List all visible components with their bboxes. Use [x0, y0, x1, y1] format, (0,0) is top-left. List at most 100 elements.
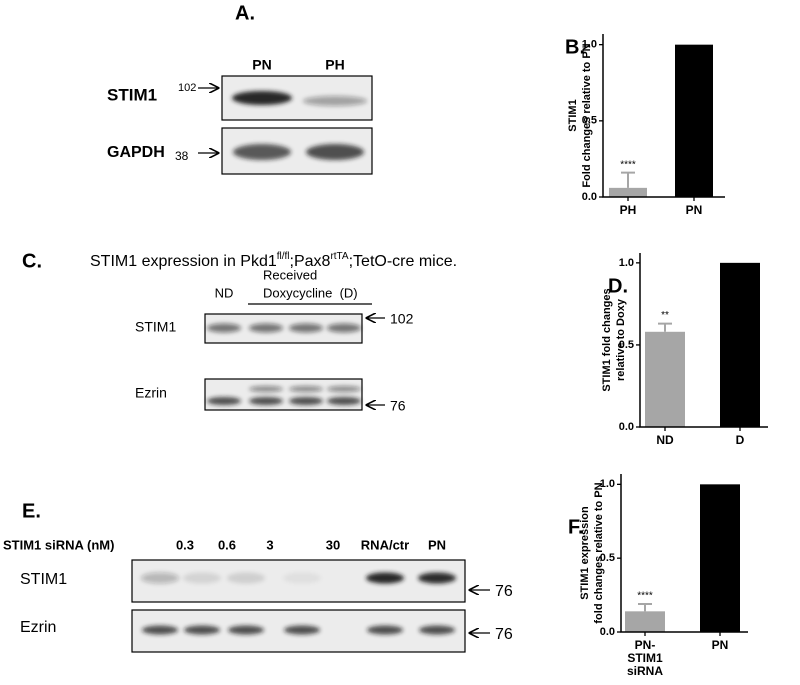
row-label: STIM1: [135, 319, 176, 335]
annotation: ****: [620, 159, 636, 170]
y-tick-label: 0.0: [582, 191, 597, 203]
lane-label: 0.6: [218, 537, 236, 552]
lane-label: Doxycycline (D): [263, 285, 358, 300]
panel-label: E.: [22, 500, 41, 522]
blot-band: [184, 625, 220, 635]
lane-label: PH: [325, 57, 344, 73]
blot-band: [207, 323, 241, 333]
y-axis-label: fold changes relative to PN: [593, 482, 605, 623]
x-tick-label: PN-STIM1 siRNA: [627, 638, 663, 678]
y-tick-label: 0.5: [582, 115, 597, 127]
y-axis-label: relative to Doxy: [615, 298, 627, 381]
blot-band: [327, 386, 361, 392]
lane-labels: 0.3 0.6 3 30 RNA/ctr PN: [176, 537, 446, 552]
title-part: STIM1 expression in Pkd1: [90, 253, 277, 270]
title-part: rtTA: [330, 251, 348, 262]
blot-band: [284, 625, 320, 635]
blot-band: [419, 625, 455, 635]
blot-band: [418, 572, 456, 584]
title-part: ;Pax8: [290, 253, 331, 270]
lane-label: 0.3: [176, 537, 194, 552]
blot-band: [249, 386, 283, 392]
bar: [625, 611, 665, 632]
blot-band: [289, 323, 323, 333]
blot-band: [327, 323, 361, 333]
panel-label: B.: [565, 36, 585, 58]
blot-band: [249, 323, 283, 333]
blot-band: [283, 572, 321, 584]
bar: [609, 187, 647, 197]
x-tick-label: ND: [656, 433, 674, 447]
y-tick-label: 0.5: [619, 339, 634, 351]
bar: [675, 44, 713, 198]
row-label: STIM1: [107, 85, 157, 104]
title-part: fl/fl: [277, 251, 290, 262]
blot-band: [366, 572, 404, 584]
blot-band: [303, 96, 367, 106]
marker-label: 76: [390, 398, 406, 414]
blot-band: [228, 625, 264, 635]
marker-label: 102: [178, 82, 196, 94]
row-label: Ezrin: [20, 619, 56, 636]
y-axis-label: STIM1: [567, 99, 579, 131]
x-tick-label: PN: [686, 203, 703, 217]
blot-band: [233, 144, 291, 160]
panel-title: STIM1 expression in Pkd1fl/fl;Pax8rtTA;T…: [90, 251, 457, 271]
panel-label: A.: [235, 2, 255, 24]
blot-band: [207, 397, 241, 405]
blot-box: [204, 378, 363, 411]
blot-band: [327, 397, 361, 405]
blot-band: [249, 397, 283, 405]
panel-label: F.: [568, 516, 584, 538]
panel-label: D.: [608, 275, 628, 297]
axes: [639, 253, 768, 428]
marker-label: 76: [495, 583, 513, 600]
x-tick-label: PH: [620, 203, 637, 217]
y-tick-label: 1.0: [619, 257, 634, 269]
y-axis-label: Fold changes relative to PN: [581, 43, 593, 187]
lane-label: 3: [266, 537, 273, 552]
lane-label: RNA/ctr: [361, 537, 409, 552]
row-label: Ezrin: [135, 385, 167, 401]
blot-band: [289, 397, 323, 405]
error-bar: [621, 171, 635, 188]
bar: [720, 262, 760, 427]
lane-label: PN: [428, 537, 446, 552]
y-tick-label: 0.0: [619, 421, 634, 433]
panel-label: C.: [22, 250, 42, 272]
title-part: ;TetO-cre mice.: [349, 253, 457, 270]
annotation: ****: [637, 591, 653, 602]
error-bar: [658, 322, 672, 332]
row-label: STIM1: [20, 571, 67, 588]
error-bar: [638, 602, 652, 612]
blot-band: [289, 386, 323, 392]
y-tick-label: 1.0: [582, 39, 597, 51]
blot-band: [227, 572, 265, 584]
blot-band: [367, 625, 403, 635]
blot-band: [306, 144, 364, 160]
y-tick-label: 0.5: [600, 552, 615, 564]
annotation: **: [661, 310, 669, 321]
lane-label: 30: [326, 537, 340, 552]
x-tick-label: PN: [712, 638, 729, 652]
lane-label: ND: [215, 285, 234, 300]
blot-band: [141, 572, 179, 584]
lane-label: Received: [263, 267, 317, 282]
y-axis-label: STIM1 expression: [579, 506, 591, 600]
blot-header: STIM1 siRNA (nM): [3, 537, 114, 552]
y-tick-label: 0.0: [600, 626, 615, 638]
x-tick-label: D: [736, 433, 745, 447]
marker-label: 102: [390, 311, 414, 327]
bar: [645, 331, 685, 427]
blot-bands: [141, 91, 456, 635]
row-label: GAPDH: [107, 144, 165, 161]
axes: [602, 34, 725, 198]
bar: [700, 484, 740, 632]
marker-label: 76: [495, 626, 513, 643]
blot-band: [183, 572, 221, 584]
axes: [620, 474, 748, 633]
y-axis-label: STIM1 fold changes: [601, 288, 613, 391]
lane-label: PN: [252, 57, 271, 73]
blot-band: [232, 91, 292, 105]
